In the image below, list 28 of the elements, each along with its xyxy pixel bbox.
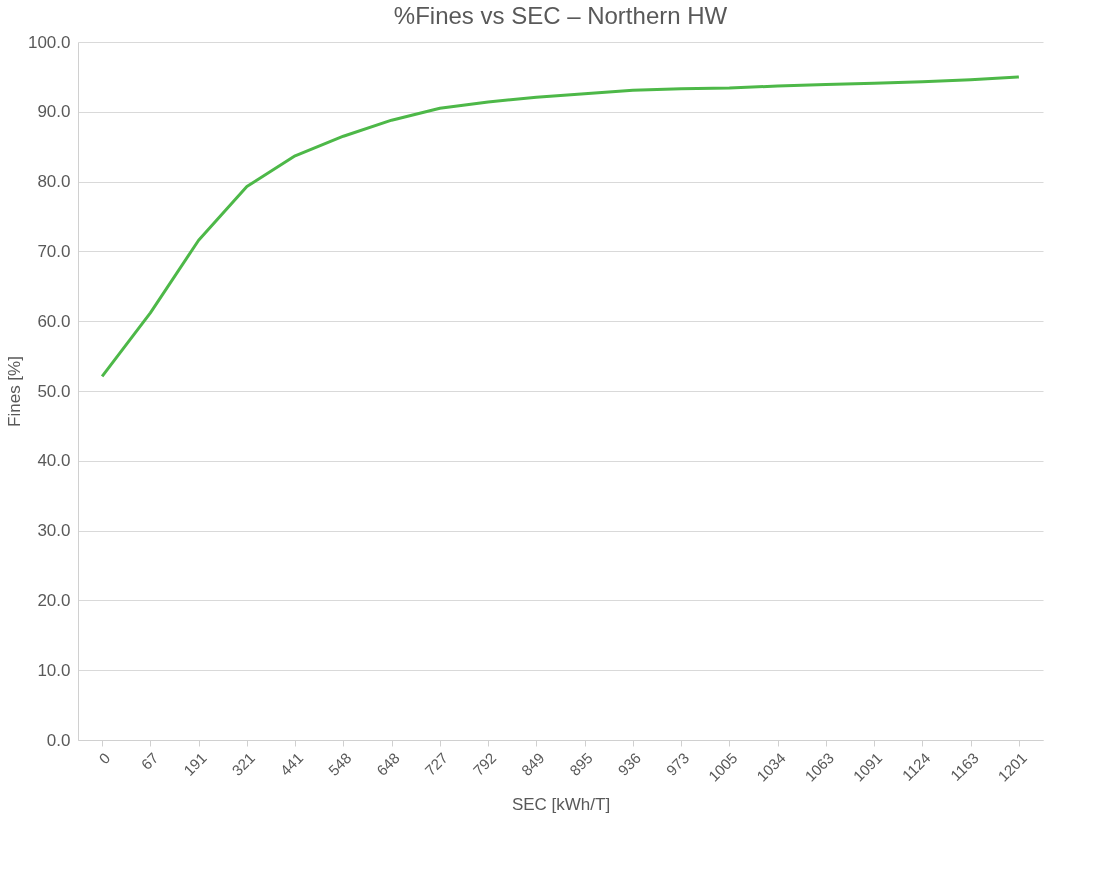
y-tick-label: 50.0: [37, 381, 71, 401]
x-tick-label: 792: [469, 749, 500, 779]
x-tick-label: 67: [137, 749, 162, 773]
y-tick-label: 60.0: [37, 311, 71, 331]
line-series: [100, 75, 1021, 378]
y-tick-label: 20.0: [37, 590, 71, 610]
x-tick-label: 0: [95, 749, 114, 768]
y-tick-label: 10.0: [37, 660, 71, 680]
x-tick-label: 321: [228, 749, 258, 779]
x-tick-label: 441: [276, 749, 307, 779]
y-tick-label: 70.0: [37, 241, 71, 261]
x-tick-label: 936: [614, 749, 644, 779]
y-tick-label: 80.0: [37, 172, 71, 192]
x-tick-label: 727: [421, 749, 451, 779]
y-axis-title: Fines [%]: [4, 356, 24, 427]
y-tick-label: 30.0: [37, 521, 71, 541]
chart-title: %Fines vs SEC – Northern HW: [393, 2, 728, 29]
x-tick-label: 191: [180, 749, 210, 779]
y-tick-label: 0.0: [46, 730, 71, 750]
x-tick-label: 548: [324, 749, 355, 779]
x-tick-label: 648: [373, 749, 403, 779]
x-tick-label: 849: [517, 749, 548, 779]
x-tick-label: 973: [662, 749, 693, 779]
x-axis-title: SEC [kWh/T]: [511, 794, 611, 814]
x-tick-label: 895: [566, 749, 596, 779]
y-tick-label: 100.0: [27, 32, 71, 52]
y-tick-label: 40.0: [37, 451, 71, 471]
y-tick-label: 90.0: [37, 102, 71, 122]
